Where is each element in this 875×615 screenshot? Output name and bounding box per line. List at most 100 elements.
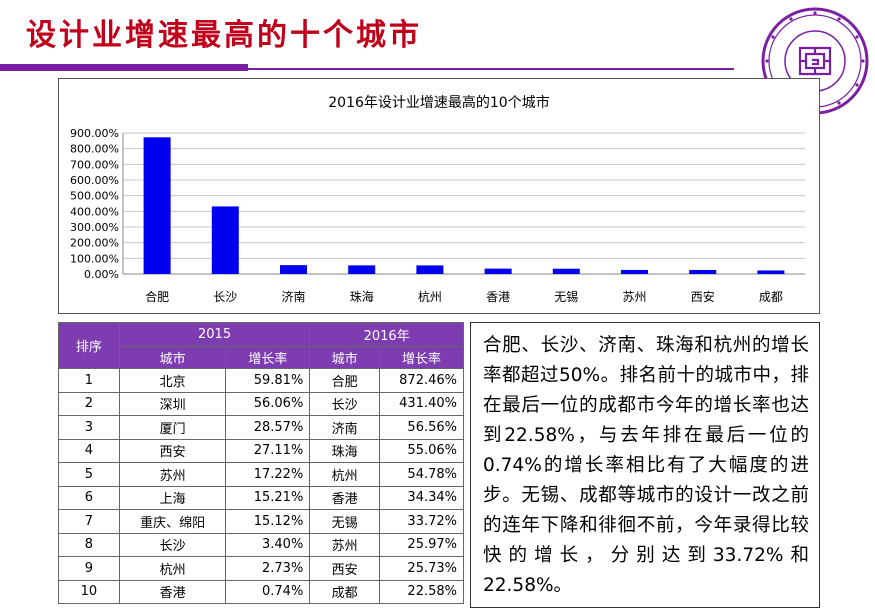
rate-2016-cell: 25.73% [379,556,464,581]
y-tick-label: 300.00% [70,221,119,234]
rate-2015-cell: 27.11% [225,438,311,463]
bar-西安 [689,269,717,274]
rate-2015-cell: 59.81% [225,368,311,393]
city-2015-cell: 厦门 [118,415,227,440]
bar-无锡 [552,268,580,274]
bar-珠海 [348,265,376,274]
title-underline-line [248,68,734,70]
table-row: 1 北京 59.81% 合肥 872.46% [58,368,464,393]
table-row: 2 深圳 56.06% 长沙 431.40% [58,391,464,416]
rank-cell: 9 [58,556,120,581]
y-tick-label: 100.00% [70,252,119,265]
year-2015-header: 2015 [118,322,311,347]
bar-chart-frame: 2016年设计业增速最高的10个城市 0.00% 100.00% 200.00% 30… [58,78,820,314]
city-2015-cell: 上海 [118,485,227,510]
y-tick-label: 500.00% [70,190,119,203]
table-row: 8 长沙 3.40% 苏州 25.97% [58,532,464,557]
city-2016-cell: 无锡 [309,509,381,534]
rank-cell: 1 [58,368,120,393]
x-tick-label: 济南 [281,289,305,304]
city-2016-cell: 长沙 [309,391,381,416]
bar-杭州 [416,265,444,274]
rank-cell: 3 [58,415,120,440]
rate-2015-cell: 2.73% [225,556,311,581]
rate-2016-cell: 56.56% [379,415,464,440]
rate-2016-cell: 872.46% [379,368,464,393]
rate-2015-cell: 15.12% [225,509,311,534]
rate-2016-cell: 54.78% [379,462,464,487]
table-row: 6 上海 15.21% 香港 34.34% [58,485,464,510]
y-tick-label: 900.00% [70,127,119,140]
rate-2016-cell: 22.58% [379,579,464,604]
y-tick-label: 800.00% [70,143,119,156]
title-underline-bar [0,64,248,71]
city-2016-cell: 杭州 [309,462,381,487]
rate-2016-cell: 55.06% [379,438,464,463]
chart-title: 2016年设计业增速最高的10个城市 [328,94,549,111]
table-row: 5 苏州 17.22% 杭州 54.78% [58,462,464,487]
city-2016-cell: 苏州 [309,532,381,557]
city-2016-cell: 西安 [309,556,381,581]
city-2016-cell: 香港 [309,485,381,510]
city-2015-cell: 苏州 [118,462,227,487]
rank-cell: 2 [58,391,120,416]
x-tick-label: 成都 [759,290,783,304]
rate-2015-cell: 56.06% [225,391,311,416]
rate-2015-header: 增长率 [225,346,311,369]
x-tick-label: 长沙 [213,290,237,304]
rate-2016-cell: 34.34% [379,485,464,510]
y-tick-label: 700.00% [70,158,119,171]
city-2016-cell: 成都 [309,579,381,604]
y-tick-label: 0.00% [84,268,119,281]
rate-2016-header: 增长率 [379,346,464,369]
growth-rate-table: 排序 2015 2016年 城市 增长率 城市 增长率 1 北京 59.81% … [58,322,464,604]
rank-cell: 5 [58,462,120,487]
rank-cell: 7 [58,509,120,534]
city-2015-cell: 西安 [118,438,227,463]
rank-header: 排序 [58,322,120,369]
x-tick-label: 西安 [691,289,715,304]
summary-text-box: 合肥、长沙、济南、珠海和杭州的增长率都超过50%。排名前十的城市中，排在最后一位… [470,322,820,608]
bar-chart: 2016年设计业增速最高的10个城市 0.00% 100.00% 200.00% 30… [70,94,805,304]
bar-济南 [280,265,307,274]
bar-香港 [484,268,512,274]
city-2016-cell: 珠海 [309,438,381,463]
rate-2015-cell: 28.57% [225,415,311,440]
x-tick-label: 苏州 [622,290,646,304]
city-2015-header: 城市 [118,346,227,369]
rate-2015-cell: 15.21% [225,485,311,510]
rate-2016-cell: 431.40% [379,391,464,416]
city-2015-cell: 深圳 [118,391,227,416]
x-tick-label: 香港 [486,290,510,304]
rank-cell: 4 [58,438,120,463]
table-row: 4 西安 27.11% 珠海 55.06% [58,438,464,463]
table-row: 10 香港 0.74% 成都 22.58% [58,579,464,604]
rank-cell: 8 [58,532,120,557]
y-tick-label: 600.00% [70,174,119,187]
table-row: 7 重庆、绵阳 15.12% 无锡 33.72% [58,509,464,534]
bar-成都 [757,270,785,274]
y-tick-label: 400.00% [70,205,119,218]
bar-苏州 [621,269,648,274]
slide-title: 设计业增速最高的十个城市 [26,18,422,53]
city-2016-cell: 合肥 [309,368,381,393]
city-2015-cell: 北京 [118,368,227,393]
table-row: 9 杭州 2.73% 西安 25.73% [58,556,464,581]
rate-2015-cell: 0.74% [225,579,311,604]
rate-2015-cell: 3.40% [225,532,311,557]
city-2015-cell: 杭州 [118,556,227,581]
x-tick-label: 合肥 [145,289,169,304]
x-tick-label: 杭州 [418,289,442,304]
city-2015-cell: 长沙 [118,532,227,557]
rank-cell: 6 [58,485,120,510]
city-2015-cell: 重庆、绵阳 [118,509,227,534]
rate-2016-cell: 25.97% [379,532,464,557]
rate-2016-cell: 33.72% [379,509,464,534]
bar-长沙 [211,206,239,274]
year-2016-header: 2016年 [309,322,464,347]
x-tick-label: 珠海 [350,289,374,304]
rate-2015-cell: 17.22% [225,462,311,487]
summary-paragraph: 合肥、长沙、济南、珠海和杭州的增长率都超过50%。排名前十的城市中，排在最后一位… [483,335,809,596]
x-tick-label: 无锡 [554,289,578,304]
rank-cell: 10 [58,579,120,604]
